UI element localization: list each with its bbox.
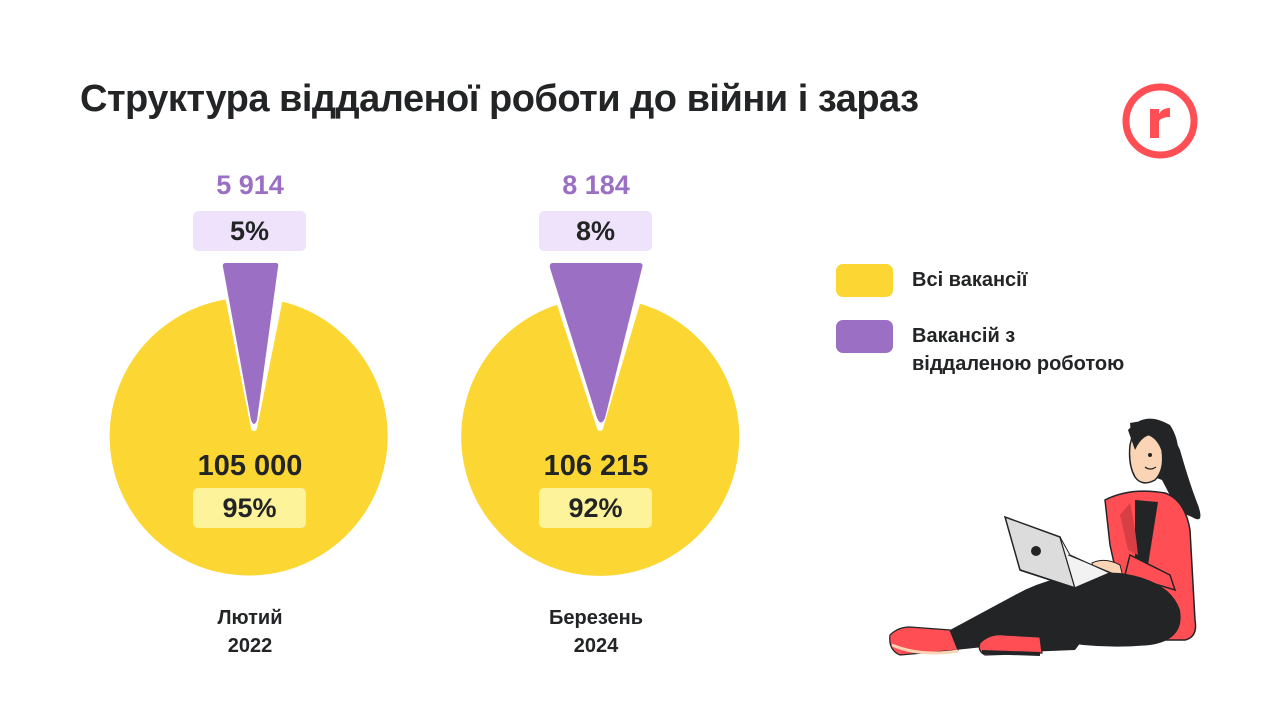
- pie-chart-2024: [455, 263, 746, 582]
- period-month: Березень: [548, 607, 643, 629]
- remote-value-2022: 5 914: [216, 170, 284, 200]
- woman-with-laptop-illustration: [889, 418, 1201, 656]
- page-title: Структура віддаленої роботи до війни і з…: [80, 78, 919, 120]
- period-year: 2022: [227, 635, 273, 657]
- remote-value-2024: 8 184: [562, 170, 630, 200]
- all-value-2024: 106 215: [543, 450, 649, 482]
- all-value-2022: 105 000: [197, 450, 303, 482]
- pie-slice-all-vacancies: [103, 293, 394, 582]
- period-label-2022: Лютий 2022: [150, 604, 350, 660]
- pie-chart-2022: [103, 263, 394, 582]
- legend-label: Всі вакансії: [912, 269, 1028, 291]
- all-pct-badge-2024: 92%: [539, 488, 652, 528]
- pie-slice-all-vacancies: [455, 297, 746, 582]
- pie-slice-remote-exploded: [549, 263, 643, 423]
- remote-pct-badge-2024: 8%: [539, 211, 652, 251]
- legend-label-line: Вакансій з: [912, 325, 1016, 347]
- legend-item-all-vacancies: Всі вакансії: [836, 264, 1027, 297]
- remote-pct-badge-2022: 5%: [193, 211, 306, 251]
- r-logo-icon: [1122, 83, 1198, 159]
- period-label-2024: Березень 2024: [496, 604, 696, 660]
- legend-label-line: віддаленою роботою: [912, 353, 1125, 375]
- legend-swatch-yellow: [836, 264, 893, 297]
- all-pct-badge-2022: 95%: [193, 488, 306, 528]
- period-year: 2024: [573, 635, 619, 657]
- pie-slice-remote-exploded: [222, 263, 279, 424]
- legend-swatch-purple: [836, 320, 893, 353]
- period-month: Лютий: [217, 607, 283, 629]
- legend-item-remote-vacancies: Вакансій з віддаленою роботою: [836, 320, 1124, 378]
- legend-label: Вакансій з віддаленою роботою: [912, 322, 1124, 378]
